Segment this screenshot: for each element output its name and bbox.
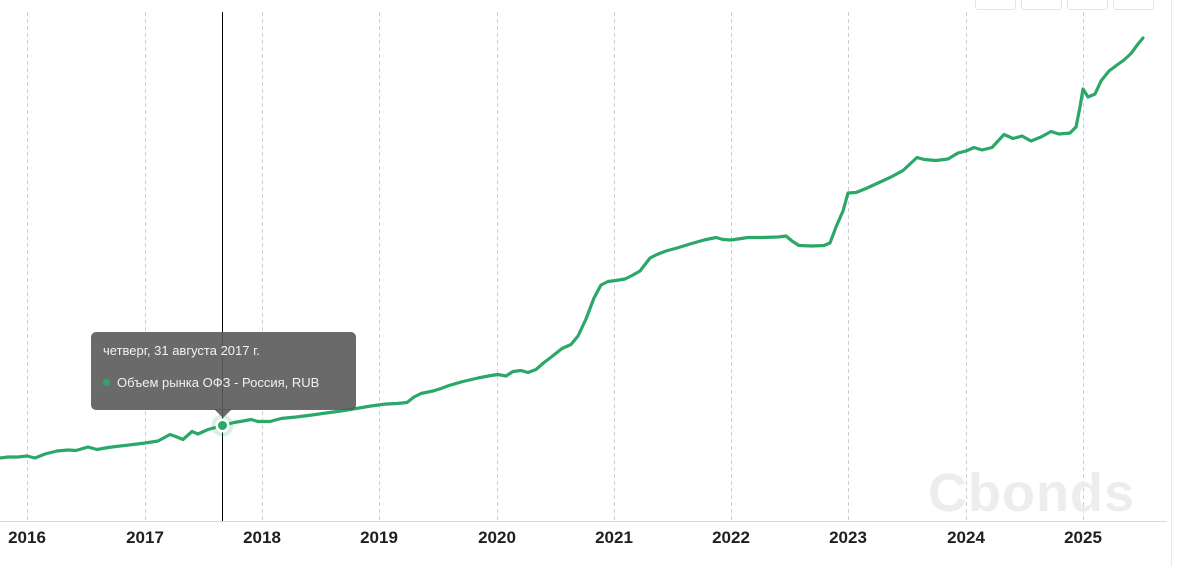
x-axis-label-2024: 2024 (947, 528, 985, 548)
x-axis-label-2018: 2018 (243, 528, 281, 548)
x-axis-label-2019: 2019 (360, 528, 398, 548)
chart-container: 2016 2017 2018 2019 2020 2021 2022 2023 2024 2025… (0, 0, 1181, 566)
header-button-3[interactable] (1067, 0, 1108, 10)
marker-point[interactable] (218, 421, 227, 430)
series-dot-icon (103, 379, 110, 386)
tooltip: четверг, 31 августа 2017 г. Объем рынка … (91, 332, 356, 410)
x-axis-label-2022: 2022 (712, 528, 750, 548)
header-button-2[interactable] (1021, 0, 1062, 10)
x-axis-label-2021: 2021 (595, 528, 633, 548)
header-button-4[interactable] (1113, 0, 1154, 10)
cbonds-watermark: Cbonds (928, 462, 1135, 524)
tooltip-series-label: Объем рынка ОФЗ - Россия, RUB (117, 375, 319, 390)
x-axis-label-2017: 2017 (126, 528, 164, 548)
tooltip-date: четверг, 31 августа 2017 г. (103, 343, 344, 358)
x-axis-label-2023: 2023 (829, 528, 867, 548)
tooltip-pointer-icon (214, 409, 232, 418)
header-button-1[interactable] (975, 0, 1016, 10)
x-axis-label-2016: 2016 (8, 528, 46, 548)
chart-right-border (1171, 0, 1172, 566)
x-axis-label-2025: 2025 (1064, 528, 1102, 548)
x-axis-label-2020: 2020 (478, 528, 516, 548)
